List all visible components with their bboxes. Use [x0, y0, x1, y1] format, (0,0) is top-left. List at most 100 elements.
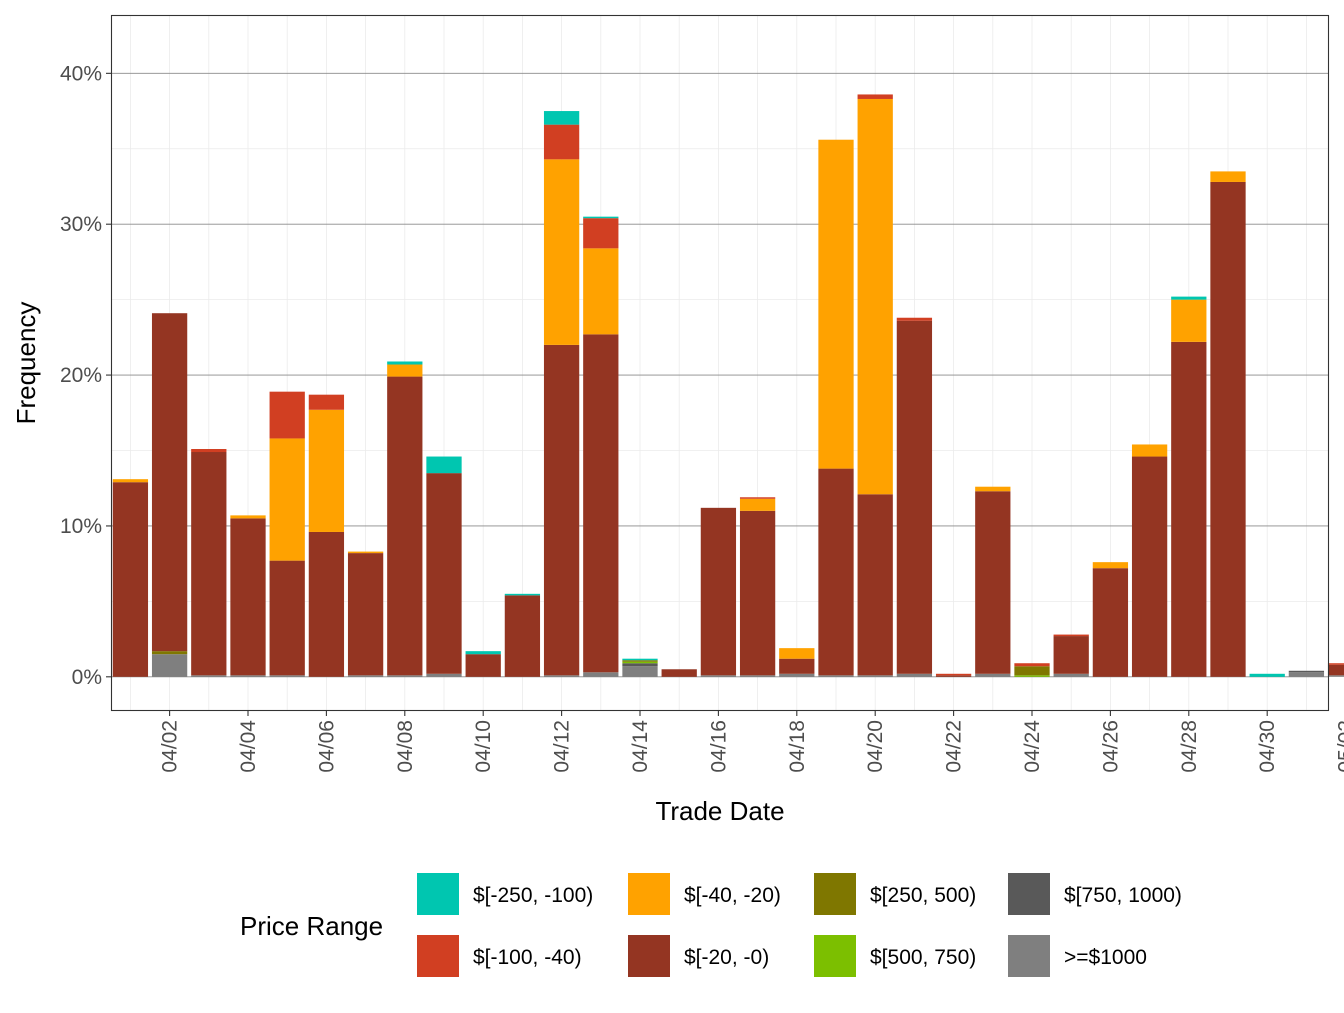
bar-segment — [622, 666, 658, 677]
bar-segment — [935, 673, 972, 676]
bar-segment — [622, 661, 658, 664]
bar-segment — [583, 216, 619, 219]
x-tick-label: 04/04 — [237, 720, 260, 773]
bar-segment — [779, 673, 815, 677]
x-axis: 04/02 04/04 04/06 04/08 04/10 04/12 04/14 04/16… — [159, 710, 1344, 773]
bar-segment — [661, 669, 697, 677]
bar-segment — [896, 320, 933, 674]
bar-segment — [504, 593, 541, 596]
bar-segment — [269, 438, 305, 561]
bar-segment — [583, 334, 619, 673]
bar-segment — [347, 551, 384, 554]
bar-segment — [191, 449, 227, 453]
bar-segment — [1053, 636, 1089, 674]
bar-segment — [269, 560, 305, 676]
bar-segment — [230, 675, 266, 677]
bar-segment — [230, 515, 266, 519]
bar-segment — [1327, 664, 1344, 676]
bar-segment — [308, 409, 345, 532]
bar-segment — [1171, 341, 1207, 677]
bar-segment — [1092, 568, 1129, 677]
x-tick-label: 04/20 — [864, 720, 887, 773]
bar-segment — [504, 595, 541, 677]
bar-segment — [779, 658, 815, 674]
x-tick-label: 04/28 — [1178, 720, 1201, 773]
y-tick-label: 30% — [60, 213, 102, 236]
x-tick-label: 04/24 — [1021, 720, 1044, 773]
legend: Price Range $[-250, -100) $[-100, -40) $[-… — [240, 873, 1182, 977]
bar-segment — [308, 531, 345, 677]
y-tick-label: 0% — [72, 666, 102, 689]
y-tick-label: 40% — [60, 62, 102, 85]
bar-segment — [622, 663, 658, 667]
bar-segment — [583, 672, 619, 677]
bar-segment — [1249, 673, 1285, 677]
legend-key — [1008, 935, 1050, 977]
bar-segment — [1171, 296, 1207, 300]
bar-segment — [347, 675, 384, 677]
legend-key — [628, 873, 670, 915]
legend-key — [814, 873, 856, 915]
bar-segment — [230, 518, 266, 676]
bar-segment — [543, 675, 580, 677]
bar-segment — [1171, 299, 1207, 342]
bar-segment — [700, 675, 737, 677]
bar-segment — [1327, 675, 1344, 677]
bar-segment — [308, 394, 345, 410]
bar-segment — [1327, 663, 1344, 665]
x-tick-label: 04/06 — [315, 720, 338, 773]
legend-label: $[750, 1000) — [1064, 884, 1182, 907]
bar-segment — [739, 498, 776, 511]
x-tick-label: 04/02 — [159, 720, 182, 773]
bars-layer — [112, 94, 1344, 677]
x-tick-label: 05/02 — [1335, 720, 1344, 773]
x-tick-label: 04/30 — [1256, 720, 1279, 773]
bar-segment — [739, 497, 776, 499]
bar-segment — [1014, 675, 1050, 677]
x-tick-label: 04/18 — [786, 720, 809, 773]
x-tick-label: 04/14 — [629, 720, 652, 773]
bar-segment — [426, 456, 462, 474]
bar-segment — [191, 452, 227, 676]
legend-label: $[250, 500) — [870, 884, 976, 907]
y-axis-title: Frequency — [11, 302, 41, 425]
bar-segment — [1053, 673, 1089, 677]
bar-segment — [818, 468, 854, 676]
bar-segment — [583, 248, 619, 335]
x-tick-label: 04/10 — [472, 720, 495, 773]
bar-segment — [857, 94, 893, 99]
panel-border — [110, 14, 1330, 712]
bar-segment — [347, 553, 384, 676]
bar-segment — [269, 675, 305, 677]
legend-label: $[-100, -40) — [473, 946, 582, 969]
legend-key — [1008, 873, 1050, 915]
bar-segment — [622, 658, 658, 661]
bar-segment — [1131, 444, 1168, 457]
bar-segment — [465, 654, 501, 677]
legend-label: $[500, 750) — [870, 946, 976, 969]
bar-segment — [1288, 672, 1325, 677]
legend-label: >=$1000 — [1064, 946, 1147, 969]
bar-segment — [975, 486, 1011, 492]
bar-segment — [151, 651, 188, 655]
legend-key — [628, 935, 670, 977]
bar-segment — [975, 491, 1011, 674]
bar-segment — [739, 510, 776, 676]
bar-segment — [543, 111, 580, 125]
legend-title: Price Range — [240, 911, 383, 941]
bar-segment — [387, 675, 423, 677]
bar-segment — [896, 673, 933, 677]
bar-segment — [896, 317, 933, 321]
bar-segment — [1092, 562, 1129, 569]
bar-segment — [465, 651, 501, 655]
bar-segment — [112, 482, 149, 677]
x-tick-label: 04/08 — [394, 720, 417, 773]
y-tick-label: 10% — [60, 515, 102, 538]
bar-segment — [857, 494, 893, 676]
x-axis-title: Trade Date — [655, 796, 784, 826]
x-tick-label: 04/26 — [1099, 720, 1122, 773]
legend-key — [814, 935, 856, 977]
bar-segment — [543, 124, 580, 160]
